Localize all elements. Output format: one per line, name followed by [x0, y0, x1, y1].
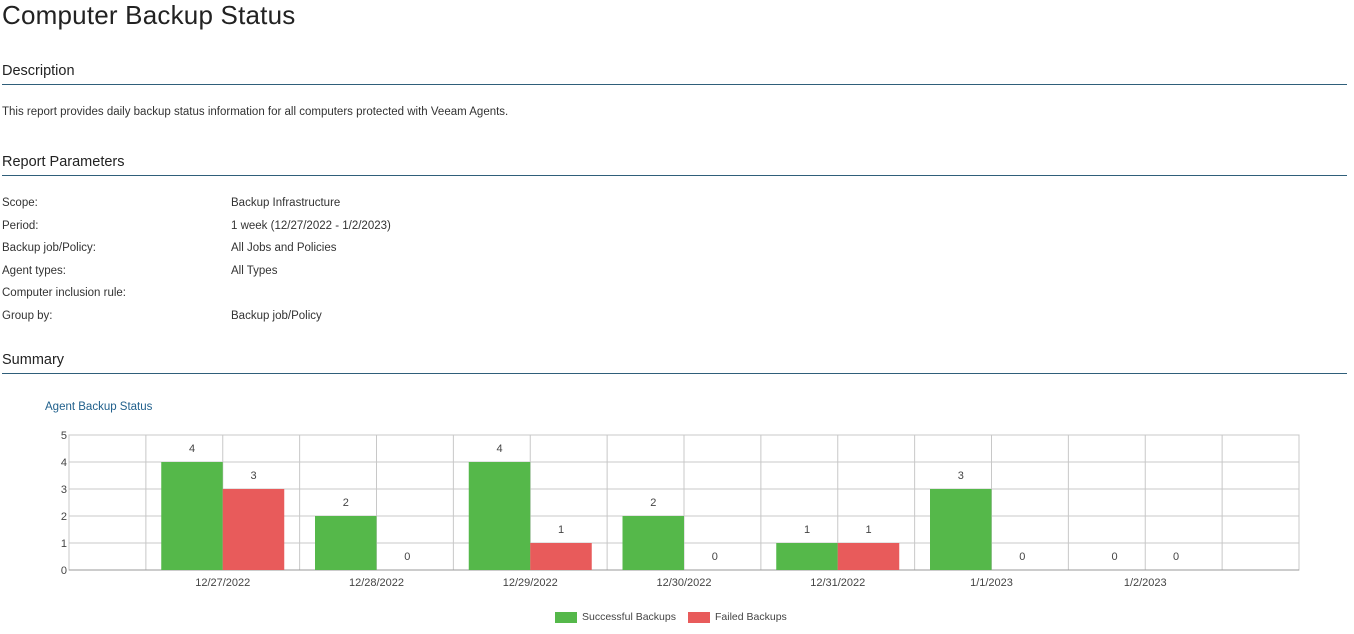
data-label-successful: 1: [804, 524, 810, 536]
param-row-agent-types: Agent types: All Types: [2, 263, 602, 286]
bar-successful: [468, 462, 531, 570]
data-label-failed: 0: [404, 551, 410, 563]
param-label: Period:: [2, 219, 39, 232]
data-label-failed: 0: [1173, 551, 1179, 563]
param-row-scope: Scope: Backup Infrastructure: [2, 195, 602, 218]
legend-label-failed: Failed Backups: [715, 611, 787, 623]
bar-failed: [530, 543, 592, 570]
bar-successful: [622, 516, 684, 570]
summary-section: Summary: [2, 352, 1347, 374]
legend-swatch-failed: [688, 612, 710, 623]
parameters-heading: Report Parameters: [2, 154, 1347, 176]
chart-title: Agent Backup Status: [45, 401, 153, 413]
bar-successful: [161, 462, 223, 570]
data-label-successful: 2: [343, 497, 349, 509]
legend-label-successful: Successful Backups: [582, 611, 676, 623]
data-label-failed: 0: [1019, 551, 1025, 563]
y-tick-label: 1: [61, 538, 67, 550]
param-row-period: Period: 1 week (12/27/2022 - 1/2/2023): [2, 218, 602, 241]
data-label-successful: 4: [189, 443, 195, 455]
data-label-failed: 0: [712, 551, 718, 563]
param-value: All Types: [231, 264, 278, 277]
param-row-backup-job: Backup job/Policy: All Jobs and Policies: [2, 240, 602, 263]
y-tick-label: 2: [61, 511, 67, 523]
y-tick-label: 3: [61, 484, 67, 496]
y-tick-label: 0: [61, 565, 67, 577]
data-label-successful: 4: [496, 443, 502, 455]
x-tick-label: 12/29/2022: [503, 577, 558, 589]
backup-status-chart: 0 1 2 3 4 5 4 3 12/27/2022 2 0 12/28/2022 4 1 12/29/20…: [61, 430, 1300, 589]
bar-successful: [930, 489, 992, 570]
parameters-list: Scope: Backup Infrastructure Period: 1 w…: [2, 195, 602, 331]
description-section: Description: [2, 63, 1347, 85]
data-label-successful: 3: [958, 470, 964, 482]
description-heading: Description: [2, 63, 1347, 85]
param-row-group-by: Group by: Backup job/Policy: [2, 308, 602, 331]
x-tick-label: 12/30/2022: [656, 577, 711, 589]
bar-successful: [315, 516, 377, 570]
page-title: Computer Backup Status: [2, 0, 296, 30]
data-label-successful: 2: [650, 497, 656, 509]
bar-failed: [222, 489, 285, 570]
x-tick-label: 12/27/2022: [195, 577, 250, 589]
x-tick-label: 12/31/2022: [810, 577, 865, 589]
data-label-failed: 1: [865, 524, 871, 536]
description-text: This report provides daily backup status…: [2, 106, 509, 118]
param-value: All Jobs and Policies: [231, 242, 337, 255]
param-value: Backup job/Policy: [231, 309, 322, 322]
bar-failed: [837, 543, 900, 570]
param-label: Scope:: [2, 197, 38, 209]
data-label-failed: 3: [250, 470, 256, 482]
param-row-inclusion-rule: Computer inclusion rule:: [2, 285, 602, 308]
param-label: Group by:: [2, 309, 53, 322]
parameters-section: Report Parameters: [2, 154, 1347, 176]
x-tick-label: 12/28/2022: [349, 577, 404, 589]
y-tick-label: 5: [61, 430, 67, 442]
param-label: Backup job/Policy:: [2, 242, 96, 255]
x-tick-label: 1/1/2023: [970, 577, 1013, 589]
param-label: Agent types:: [2, 264, 66, 277]
x-tick-label: 1/2/2023: [1124, 577, 1167, 589]
y-tick-label: 4: [61, 457, 67, 469]
data-label-failed: 1: [558, 524, 564, 536]
bar-successful: [776, 543, 838, 570]
param-value: 1 week (12/27/2022 - 1/2/2023): [231, 219, 391, 232]
param-value: Backup Infrastructure: [231, 197, 341, 209]
summary-heading: Summary: [2, 352, 1347, 374]
legend-swatch-successful: [555, 612, 577, 623]
data-label-successful: 0: [1111, 551, 1117, 563]
param-label: Computer inclusion rule:: [2, 287, 127, 300]
